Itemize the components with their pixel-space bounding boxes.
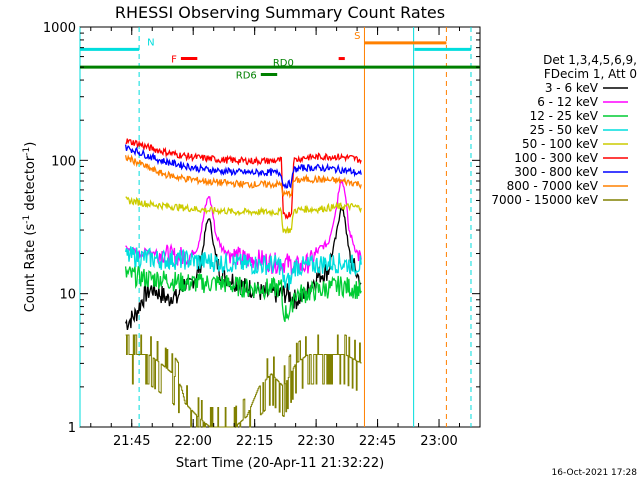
y-tick-label: 1000 [43, 21, 76, 36]
y-tick-label: 1 [68, 421, 76, 436]
plot-area [79, 26, 481, 428]
flag-label-rd6: RD6 [236, 71, 257, 82]
flag-label-n: N [147, 37, 154, 48]
legend-header-line-1: Det 1,3,4,5,6,9, [543, 53, 637, 67]
flag-label-s: S [354, 31, 360, 42]
vertical-markers [79, 27, 472, 427]
series-line-12-25-kev [124, 265, 362, 323]
x-tick-label: 22:45 [359, 434, 396, 449]
plot-frame [79, 26, 481, 428]
series-line-100-300-kev [125, 138, 362, 220]
legend: Det 1,3,4,5,6,9, FDecim 1, Att 0 3 - 6 k… [491, 53, 637, 207]
flag-label-f: F [171, 55, 177, 66]
legend-label: 300 - 800 keV [514, 165, 598, 179]
series-line-25-50-kev [124, 246, 362, 291]
series-line-50-100-kev [125, 196, 362, 234]
flag-bars: N S F RD0 RD6 [80, 31, 480, 82]
footer-date: 16-Oct-2021 17:28 [552, 468, 638, 478]
series-line-800-7000-kev [124, 154, 362, 199]
axes: 21:45 22:00 22:15 22:30 22:45 23:00 1 10 100 1000 [43, 21, 480, 449]
x-tick-label: 22:30 [297, 434, 334, 449]
x-tick-label: 22:15 [236, 434, 273, 449]
y-tick-label: 100 [51, 154, 76, 169]
legend-label: 3 - 6 keV [545, 81, 599, 95]
legend-label: 800 - 7000 keV [507, 179, 599, 193]
series-line-300-800-kev [124, 144, 362, 190]
x-tick-label: 23:00 [420, 434, 457, 449]
legend-label: 7000 - 15000 keV [491, 193, 598, 207]
chart-title: RHESSI Observing Summary Count Rates [115, 3, 445, 22]
legend-label: 6 - 12 keV [537, 95, 599, 109]
legend-label: 12 - 25 keV [530, 109, 599, 123]
x-axis-label: Start Time (20-Apr-11 21:32:22) [176, 456, 384, 471]
y-axis-label: Count Rate (s-1 detector-1) [22, 142, 38, 313]
legend-header-line-2: FDecim 1, Att 0 [544, 67, 637, 81]
y-tick-label: 10 [59, 288, 76, 303]
legend-label: 100 - 300 keV [514, 151, 598, 165]
x-tick-label: 22:00 [174, 434, 211, 449]
x-tick-label: 21:45 [113, 434, 150, 449]
series-lines [124, 138, 362, 428]
legend-label: 50 - 100 keV [522, 137, 599, 151]
legend-label: 25 - 50 keV [530, 123, 599, 137]
series-line-7000-15000-kev [125, 334, 362, 428]
flag-label-rd0: RD0 [273, 58, 294, 69]
